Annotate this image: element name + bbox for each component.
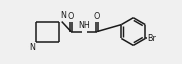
Text: N: N	[30, 43, 35, 52]
Text: O: O	[94, 12, 100, 21]
Text: Br: Br	[148, 34, 157, 43]
Text: O: O	[68, 12, 74, 21]
Text: N: N	[60, 11, 66, 20]
Text: NH: NH	[78, 21, 90, 30]
